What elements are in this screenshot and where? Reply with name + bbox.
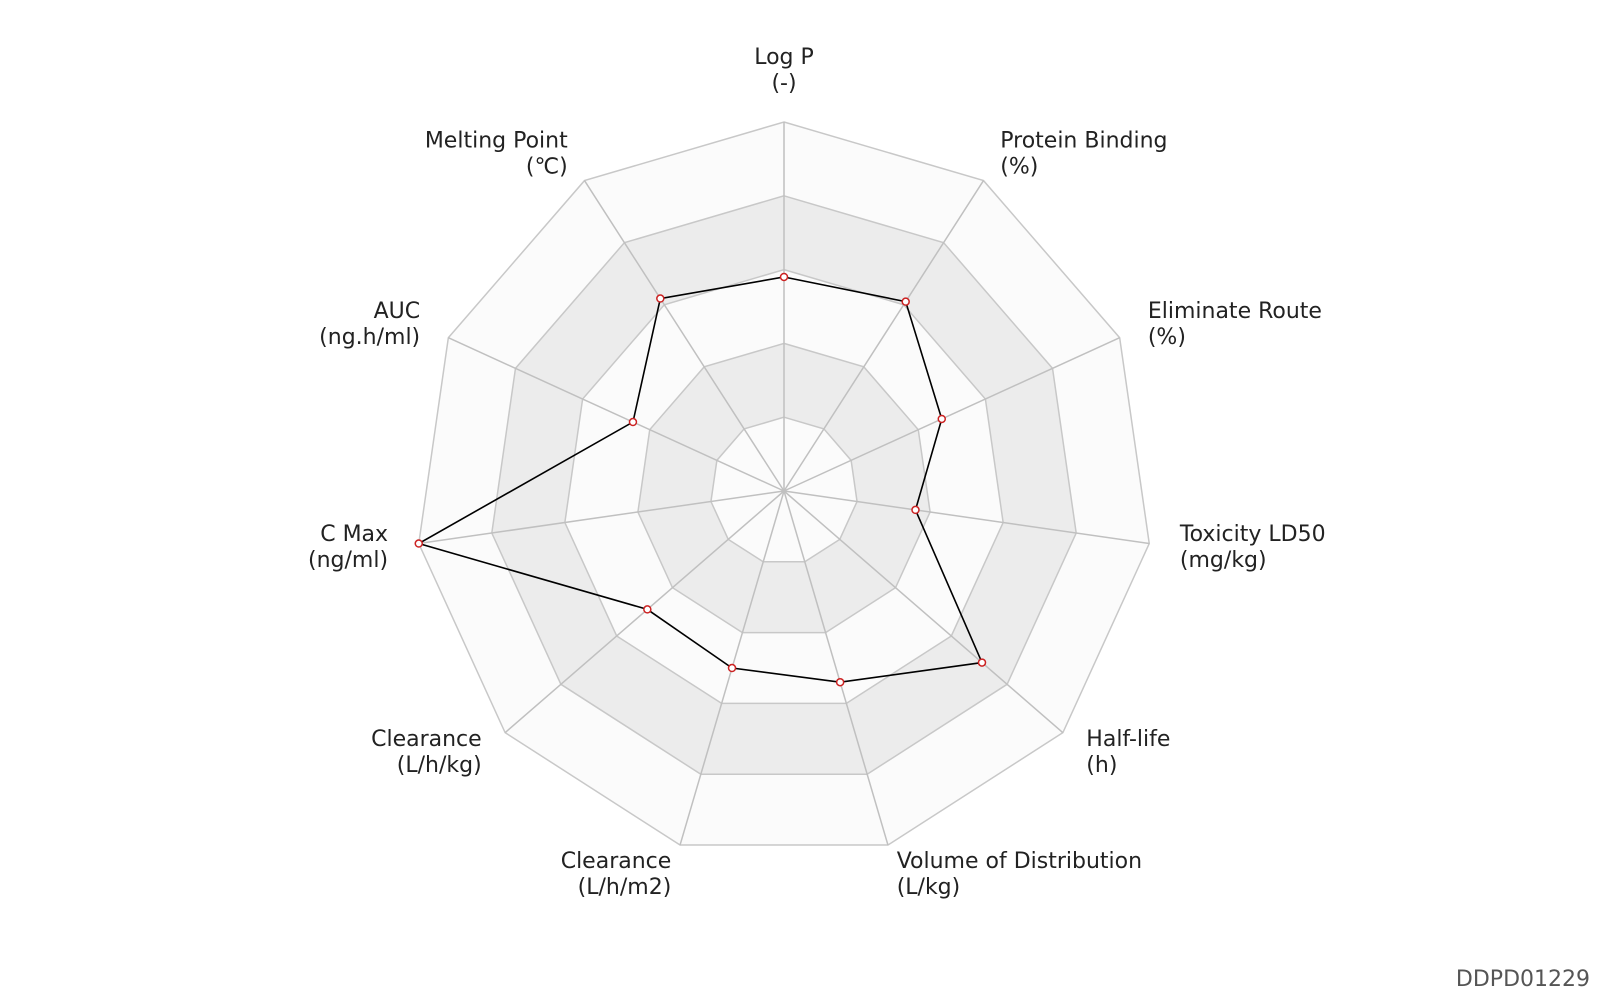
axis-label: AUC — [374, 299, 421, 324]
axis-label: C Max — [320, 522, 388, 547]
axis-label: Protein Binding — [1000, 128, 1167, 153]
data-point — [911, 505, 920, 515]
axis-unit: (%) — [1000, 154, 1038, 179]
data-line — [416, 276, 984, 683]
axis-label: Clearance — [561, 849, 672, 874]
axis-unit: (℃) — [526, 154, 568, 179]
watermark: DDPD01229 — [1456, 967, 1590, 992]
axis-unit: (L/kg) — [897, 875, 961, 900]
axis-spoke — [448, 337, 785, 492]
data-point — [779, 272, 789, 282]
data-point — [643, 605, 652, 614]
axis-spoke — [783, 490, 1064, 734]
axis-spoke — [783, 490, 1150, 545]
axis-spoke — [418, 490, 785, 545]
axis-label: Clearance — [371, 727, 482, 752]
axis-label: Half-life — [1086, 727, 1170, 752]
axis-label: Melting Point — [425, 128, 568, 153]
axis-spoke — [583, 180, 785, 492]
axis-unit: (%) — [1148, 325, 1186, 350]
axis-unit: (L/h/kg) — [397, 753, 482, 778]
axis-label: Toxicity LD50 — [1179, 522, 1326, 547]
axis-label: Eliminate Route — [1148, 299, 1322, 324]
data-point — [727, 663, 737, 673]
axis-unit: (L/h/m2) — [578, 875, 672, 900]
axis-unit: (ng/ml) — [308, 548, 388, 573]
data-point — [414, 539, 424, 548]
axis-unit: (ng.h/ml) — [319, 325, 420, 350]
data-point — [977, 658, 987, 667]
data-point — [656, 294, 665, 303]
data-point — [901, 297, 910, 306]
axis-unit: (h) — [1086, 753, 1117, 778]
axis-label: Log P — [754, 45, 814, 70]
axis-spoke — [783, 490, 889, 846]
axis-unit: (-) — [771, 71, 796, 96]
data-point — [628, 417, 638, 427]
data-point — [937, 414, 947, 424]
axis-unit: (mg/kg) — [1180, 548, 1267, 573]
axis-spoke — [783, 337, 1120, 492]
axis-label: Volume of Distribution — [897, 849, 1142, 874]
axis-spoke — [783, 180, 985, 492]
data-point — [835, 677, 845, 687]
